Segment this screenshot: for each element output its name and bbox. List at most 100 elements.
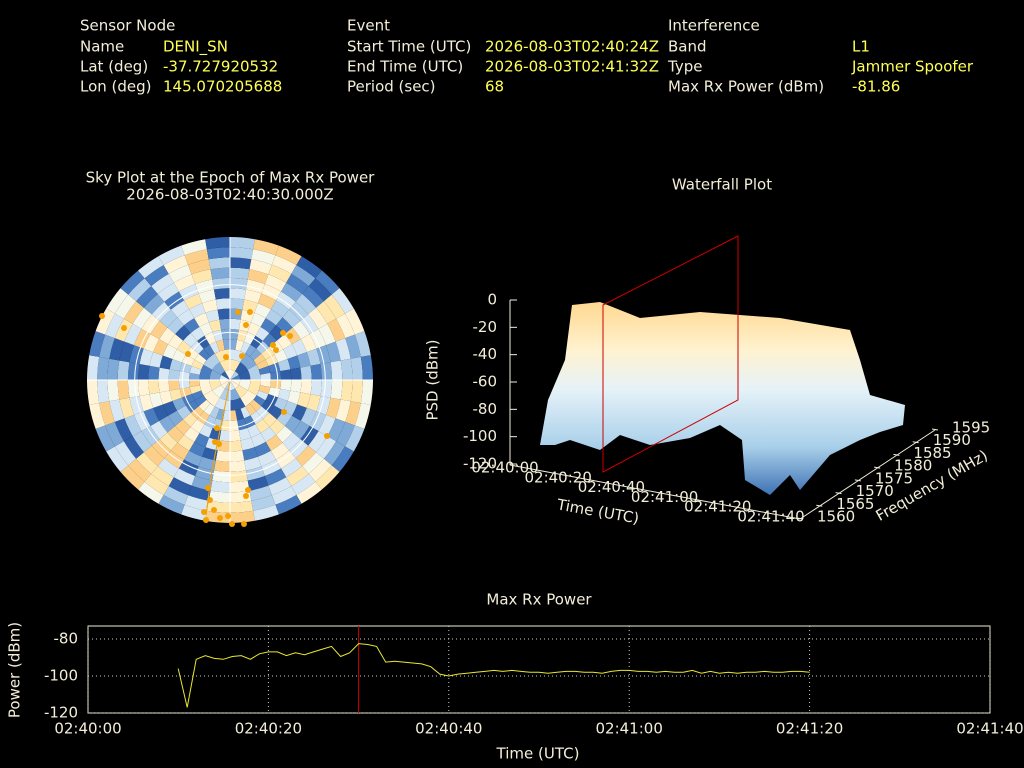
sky-cell (168, 369, 180, 380)
sky-cell (138, 481, 164, 504)
sky-title: Sky Plot at the Epoch of Max Rx Power (86, 169, 376, 187)
sky-cell (95, 425, 115, 452)
sky-cell (249, 348, 262, 361)
sky-cell (276, 410, 292, 426)
sky-cell (247, 364, 261, 380)
sky-cell (257, 293, 276, 310)
sky-cell (276, 426, 293, 443)
sky-cell (179, 387, 192, 398)
sky-cell (95, 308, 115, 335)
sky-cell (168, 380, 180, 391)
sky-cell (300, 407, 317, 426)
satellite (121, 325, 127, 331)
sky-cell (297, 392, 311, 408)
sky-cell (268, 362, 281, 373)
sky-cell (242, 447, 258, 461)
sky-cell (153, 339, 169, 356)
sky-cell (230, 349, 246, 363)
sky-cell (169, 359, 182, 372)
sky-cell (253, 504, 279, 521)
sky-cell (251, 433, 266, 448)
x-tick-label: 02:41:40 (956, 720, 1023, 738)
sky-cell (175, 325, 191, 341)
waterfall-surface (540, 302, 905, 495)
sky-cell (230, 267, 250, 280)
sky-cell (190, 340, 204, 354)
sky-cell (302, 452, 324, 474)
sky-cell (89, 403, 106, 429)
sky-cell (212, 329, 223, 342)
sky-cell (308, 431, 328, 453)
sky-cell (274, 349, 288, 363)
satellite (214, 425, 220, 431)
sky-cell (261, 400, 275, 413)
satellite (324, 433, 330, 439)
sky-cell (230, 510, 255, 523)
sky-cell (191, 269, 213, 284)
satellite (229, 521, 235, 527)
sky-cell (269, 419, 285, 435)
frequency-tick-label: 1570 (856, 482, 894, 500)
field-label: Type (667, 58, 702, 76)
sky-cell (230, 420, 239, 432)
sky-cell (251, 312, 266, 327)
sky-cell (318, 323, 336, 346)
field-label: End Time (UTC) (347, 58, 463, 76)
sky-cell (340, 358, 353, 380)
sky-cell (219, 374, 230, 380)
sky-cell (144, 473, 169, 495)
sky-cell (128, 278, 152, 302)
frequency-tick (835, 492, 842, 495)
sky-cell (254, 303, 271, 319)
sky-cell (230, 410, 238, 421)
sky-cell (278, 359, 291, 372)
sky-cell (278, 388, 291, 401)
sky-cell (190, 326, 205, 341)
sky-cell (230, 380, 241, 386)
sky-cell (158, 367, 170, 380)
sky-cell (249, 399, 262, 412)
sky-cell (345, 308, 365, 335)
sky-cell (251, 495, 276, 511)
sky-cell (315, 270, 340, 295)
sky-cell (199, 380, 213, 396)
sky-cell (222, 339, 230, 350)
sky-cell (292, 420, 310, 440)
sky-cell (291, 404, 307, 421)
sky-cell (214, 460, 230, 472)
sky-cell (191, 390, 204, 401)
sky-cell (117, 360, 130, 380)
sky-cell (230, 298, 245, 310)
z-tick-label: -20 (473, 318, 498, 336)
time-tick-label: 02:40:40 (578, 478, 645, 496)
x-tick-label: 02:41:00 (596, 720, 663, 738)
sky-cell (253, 395, 266, 407)
sky-cell (264, 468, 287, 486)
field-label: Band (668, 38, 707, 56)
sky-cell (323, 294, 345, 319)
sky-cell (206, 247, 230, 260)
sky-cell (119, 341, 134, 363)
sky-cell (245, 403, 257, 416)
sky-cell (198, 348, 211, 361)
sky-cell (281, 458, 303, 478)
sky-cell (199, 364, 213, 380)
sky-cell (150, 320, 168, 340)
sky-cell (296, 481, 322, 504)
sky-cell (247, 322, 261, 336)
sky-cell (189, 380, 200, 388)
sky-cell (230, 450, 245, 462)
y-tick-label: -100 (44, 666, 78, 684)
sky-cell (163, 486, 189, 505)
sky-cell (105, 313, 124, 339)
sky-cell (308, 458, 332, 482)
sky-cell (191, 359, 204, 370)
sky-cell (153, 404, 169, 421)
sky-cell (143, 334, 160, 353)
sky-cell (330, 360, 343, 380)
sky-cell (143, 407, 160, 426)
sky-cell (127, 362, 140, 380)
sky-cell (109, 338, 125, 361)
sky-cell (350, 356, 363, 380)
sky-cell (308, 278, 332, 302)
